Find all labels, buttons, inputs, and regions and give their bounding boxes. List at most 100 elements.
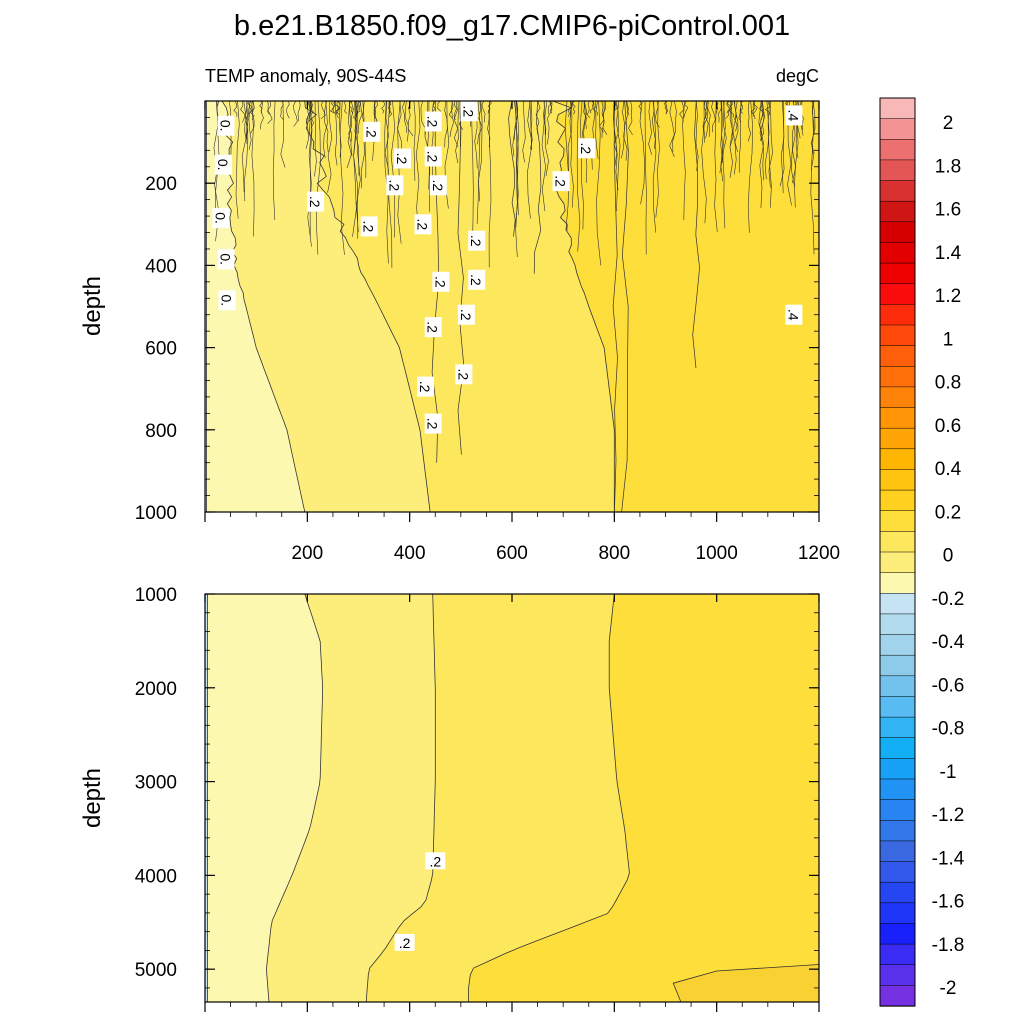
contour-label-box [468,269,486,290]
colorbar-swatch [879,902,916,925]
colorbar-swatch [879,572,916,594]
contour-line [576,101,581,252]
colorbar-swatch [879,861,916,883]
contour-line [621,101,629,512]
colorbar-swatch [879,262,916,285]
contour-line [387,101,393,118]
colorbar-label: -0.4 [932,632,965,653]
contour-line [280,101,286,168]
contour-label-box [468,230,486,251]
contour-label-text: .2 [386,179,402,191]
colorbar-swatch [879,820,916,842]
colorbar-swatch [879,448,916,471]
contour-label: .2 [424,146,442,167]
contour-line [244,101,249,202]
contour-line [415,101,421,235]
contour-label-box [460,101,478,122]
contour-line [695,101,699,171]
contour-line [316,101,321,255]
contour-label-text: .2 [425,116,441,128]
contour-line [365,594,436,1002]
contour-line [593,101,598,116]
contour-line [308,101,314,120]
colorbar-label: 1.8 [935,156,961,177]
contour-label: .2 [460,101,478,122]
contour-label: .2 [429,175,447,196]
colorbar-swatch [879,634,916,656]
contour-label-box [785,105,803,126]
colorbar-swatch [879,696,916,718]
colorbar-swatch [879,551,916,574]
contour-line [266,594,324,1002]
contour-band [205,101,305,512]
contour-line [251,101,255,237]
contour-label: .2 [386,175,404,196]
colorbar-swatch [879,737,916,760]
contour-label-text: .2 [415,218,431,230]
colorbar-swatch [879,304,916,326]
contour-label-text: .2 [578,142,594,154]
contour-line [644,101,647,255]
contour-label-box [214,154,232,175]
contour-line [655,101,660,218]
subtitle-right: degC [776,66,819,86]
colorbar-swatch [879,469,916,491]
contour-line [344,101,347,114]
contour-line [652,101,656,150]
colorbar-label: 0.6 [935,416,961,437]
contour-line [455,101,459,164]
contour-line [692,101,700,369]
colorbar-swatch [879,881,916,904]
contour-label: 0. [214,154,232,175]
contour-label-text: 0. [212,212,228,224]
colorbar-label: 1.4 [935,243,962,264]
contour-line [250,101,255,134]
contour-line [348,101,354,142]
contour-line [323,101,328,159]
x-tick-label: 1200 [798,543,840,564]
contour-label: .2 [425,852,446,870]
contour-line [628,101,633,136]
contour-label-text: .4 [785,309,801,321]
contour-label-box [363,121,381,142]
contour-line [248,101,251,121]
contour-label-box [360,216,378,237]
contour-line [779,101,785,187]
contour-label: .2 [432,271,450,292]
contour-line [729,101,734,147]
contour-line [652,101,657,233]
contour-label: .2 [455,364,473,385]
contour-line [329,101,336,114]
x-tick-label: 400 [394,543,426,564]
colorbar-label: -1.2 [932,805,965,826]
contour-line [248,101,252,150]
contour-line [314,101,317,177]
contour-line [508,101,516,237]
colorbar-label: 1.2 [935,286,961,307]
colorbar-label: 0 [943,546,954,567]
colorbar-swatch [879,613,916,636]
contour-label: .2 [468,230,486,251]
colorbar-label: -1.4 [932,848,965,869]
colorbar-swatch [879,200,916,223]
contour-label-box [417,376,434,397]
colorbar-swatch [879,97,916,120]
contour-line [639,101,645,205]
contour-line [758,101,765,209]
contour-label-box [218,290,236,311]
contour-label: .4 [785,304,803,325]
figure-title: b.e21.B1850.f09_g17.CMIP6-piControl.001 [234,10,790,42]
colorbar-swatch [879,427,916,450]
contour-line [449,101,454,138]
colorbar-swatch [879,180,916,202]
contour-line [413,101,416,181]
y-tick-label: 3000 [135,773,177,794]
contour-label: 0. [217,115,235,136]
contour-band [205,594,208,1002]
contour-line [567,101,573,117]
contour-label-text: .2 [429,853,441,869]
colorbar-label: -1.8 [932,935,965,956]
contour-label: .2 [468,269,486,290]
contour-line [527,101,532,150]
contour-line [308,101,313,237]
